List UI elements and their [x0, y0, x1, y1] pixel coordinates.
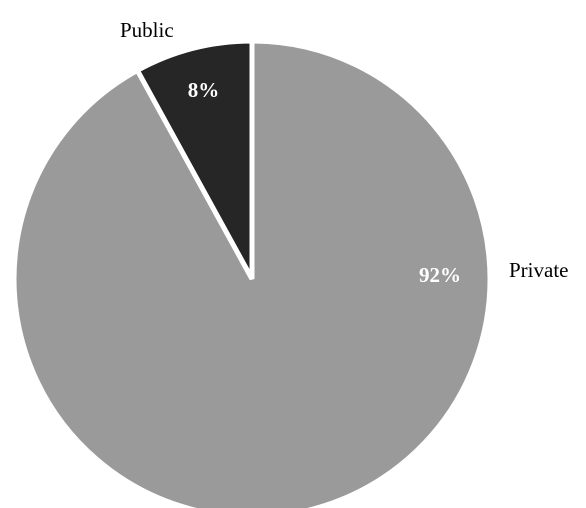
pie-slices — [11, 38, 493, 508]
private-category-label: Private — [509, 258, 568, 282]
private-percent-label: 92% — [419, 263, 461, 287]
public-percent-label: 8% — [188, 78, 220, 102]
pie-slice-private — [11, 38, 493, 508]
pie-slice-public — [133, 38, 255, 281]
pie-labels: 8% 92% Public Private — [120, 18, 568, 287]
public-category-label: Public — [120, 18, 174, 42]
